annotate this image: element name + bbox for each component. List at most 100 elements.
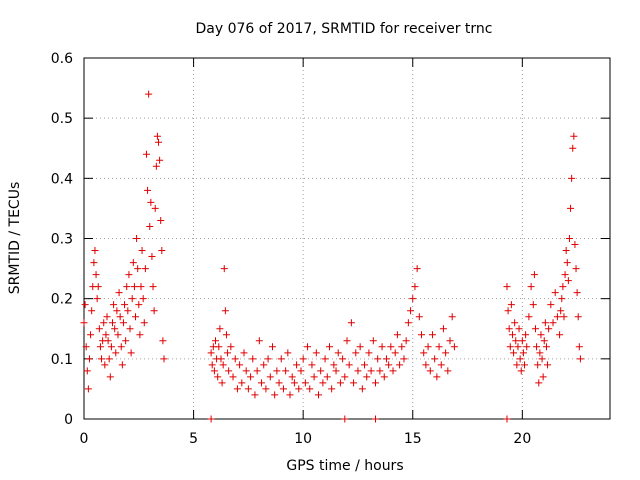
data-point	[288, 373, 296, 381]
data-point	[110, 301, 118, 309]
data-point	[393, 331, 401, 339]
data-point	[374, 355, 382, 363]
data-point	[396, 361, 404, 369]
data-point	[504, 307, 512, 315]
data-point	[98, 355, 106, 363]
data-point	[400, 355, 408, 363]
data-point	[218, 379, 226, 387]
x-tick-label: 5	[189, 431, 198, 447]
data-point	[428, 331, 436, 339]
data-point	[556, 331, 564, 339]
data-point	[95, 325, 103, 333]
data-point	[260, 361, 268, 369]
data-point	[569, 144, 577, 152]
data-point	[367, 367, 375, 375]
data-point	[564, 277, 572, 285]
data-point	[563, 259, 571, 267]
data-point	[104, 337, 112, 345]
data-point	[295, 385, 303, 393]
y-tick-label: 0.2	[51, 292, 73, 308]
x-tick-label: 20	[513, 431, 531, 447]
data-point	[358, 385, 366, 393]
data-point	[404, 319, 412, 327]
data-point	[273, 367, 281, 375]
data-point	[219, 361, 227, 369]
data-point	[560, 313, 568, 321]
data-point	[426, 367, 434, 375]
data-point	[160, 355, 168, 363]
data-point	[207, 415, 215, 423]
data-point	[439, 325, 447, 333]
data-point	[531, 325, 539, 333]
data-point	[284, 349, 292, 357]
x-tick-label: 10	[294, 431, 312, 447]
data-point	[83, 367, 91, 375]
data-point	[365, 349, 373, 357]
data-point	[231, 355, 239, 363]
data-point	[573, 289, 581, 297]
data-point	[148, 253, 156, 261]
data-point	[574, 313, 582, 321]
data-point	[145, 90, 153, 98]
data-point	[88, 307, 96, 315]
data-point	[227, 343, 235, 351]
data-point	[113, 307, 121, 315]
data-point	[137, 283, 145, 291]
data-point	[124, 307, 132, 315]
data-point	[142, 150, 150, 158]
data-point	[448, 313, 456, 321]
data-point	[139, 295, 147, 303]
data-point	[558, 295, 566, 303]
data-point	[238, 379, 246, 387]
data-point	[125, 271, 133, 279]
data-point	[334, 349, 342, 357]
data-point	[236, 361, 244, 369]
x-tick-label: 15	[404, 431, 422, 447]
data-point	[144, 186, 152, 194]
data-point	[147, 198, 155, 206]
data-point	[505, 325, 513, 333]
data-point	[369, 337, 377, 345]
data-point	[398, 343, 406, 351]
data-point	[212, 337, 219, 345]
grid	[84, 58, 610, 419]
data-point	[530, 271, 538, 279]
data-point	[506, 343, 514, 351]
data-point	[518, 337, 526, 345]
data-point	[541, 319, 549, 327]
data-point	[444, 367, 452, 375]
data-point	[424, 343, 432, 351]
data-point	[534, 361, 542, 369]
data-point	[229, 373, 237, 381]
data-point	[533, 343, 541, 351]
data-point	[85, 355, 93, 363]
data-point	[576, 355, 584, 363]
data-point	[130, 283, 138, 291]
data-point	[511, 319, 519, 327]
y-tick-labels: 0 0.1 0.2 0.3 0.4 0.5 0.6	[51, 51, 73, 428]
data-point	[510, 349, 518, 357]
data-point	[208, 361, 216, 369]
data-point	[94, 283, 102, 291]
data-point	[136, 331, 144, 339]
y-tick-label: 0.6	[51, 51, 73, 67]
data-point	[249, 355, 257, 363]
data-point	[286, 391, 294, 399]
data-point	[301, 379, 309, 387]
data-point	[535, 379, 543, 387]
y-tick-label: 0.3	[51, 232, 73, 248]
data-point	[102, 331, 110, 339]
data-point	[567, 204, 575, 212]
data-point	[290, 379, 298, 387]
data-point	[103, 313, 111, 321]
data-point	[118, 361, 126, 369]
data-point	[224, 349, 232, 357]
data-point	[330, 361, 338, 369]
data-point	[411, 283, 419, 291]
data-point	[422, 361, 430, 369]
data-point	[433, 373, 441, 381]
data-point	[345, 361, 353, 369]
data-point	[323, 373, 331, 381]
data-point	[159, 337, 167, 345]
data-point	[503, 283, 511, 291]
